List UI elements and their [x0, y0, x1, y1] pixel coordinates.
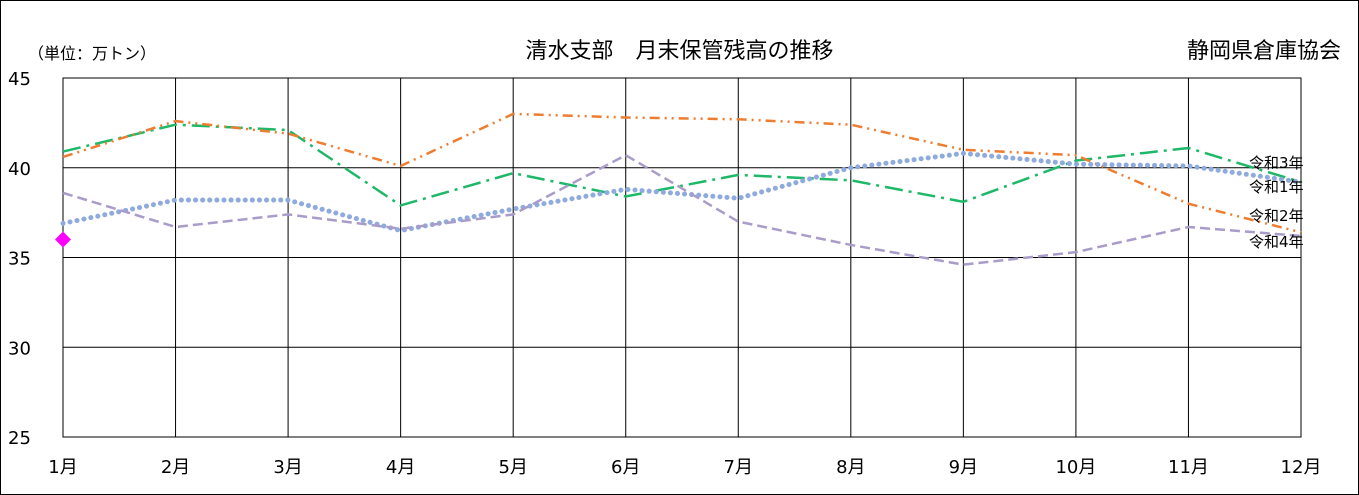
- y-tick-label: 25: [8, 428, 31, 449]
- x-tick-label: 12月: [1281, 457, 1322, 478]
- y-tick-label: 40: [8, 159, 31, 180]
- x-tick-label: 9月: [949, 457, 978, 478]
- series-label: 令和2年: [1249, 207, 1304, 225]
- series-line: [63, 125, 1301, 206]
- series-label: 令和4年: [1249, 233, 1304, 251]
- series-layer: [55, 114, 1301, 265]
- x-tick-label: 11月: [1168, 457, 1209, 478]
- grid-layer: [63, 78, 1301, 437]
- labels-layer: 25 30 35 40 45 1月 2月 3月 4月 5月 6月 7月 8月 9月 10月 11月 12月 令和1…: [8, 69, 1321, 478]
- x-tick-label: 2月: [161, 457, 190, 478]
- x-tick-label: 5月: [498, 457, 527, 478]
- x-tick-label: 8月: [836, 457, 865, 478]
- x-tick-label: 3月: [273, 457, 302, 478]
- x-tick-label: 10月: [1055, 457, 1096, 478]
- series-label: 令和1年: [1249, 178, 1304, 196]
- x-tick-label: 6月: [611, 457, 640, 478]
- series-line: [63, 114, 1301, 232]
- y-tick-label: 35: [8, 249, 31, 270]
- y-tick-label: 45: [8, 69, 31, 90]
- x-tick-label: 1月: [48, 457, 77, 478]
- series-line: [63, 153, 1301, 230]
- x-tick-label: 7月: [724, 457, 753, 478]
- x-tick-label: 4月: [386, 457, 415, 478]
- diamond-marker: [55, 232, 71, 248]
- y-tick-label: 30: [8, 338, 31, 359]
- series-label: 令和3年: [1249, 154, 1304, 172]
